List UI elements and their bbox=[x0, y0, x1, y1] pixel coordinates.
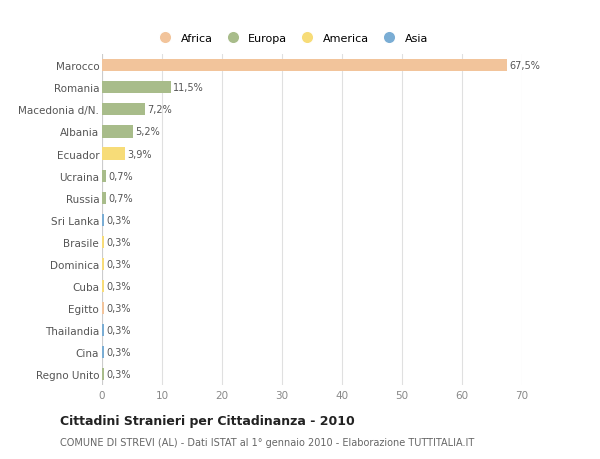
Bar bbox=[102, 170, 106, 182]
Bar bbox=[102, 325, 104, 336]
Text: 67,5%: 67,5% bbox=[509, 61, 540, 71]
Bar bbox=[102, 192, 106, 204]
Text: 0,3%: 0,3% bbox=[106, 281, 131, 291]
Bar bbox=[102, 148, 125, 160]
Bar bbox=[102, 280, 104, 292]
Text: 0,7%: 0,7% bbox=[109, 193, 133, 203]
Text: 5,2%: 5,2% bbox=[136, 127, 160, 137]
Bar bbox=[102, 258, 104, 270]
Text: 0,7%: 0,7% bbox=[109, 171, 133, 181]
Bar bbox=[102, 347, 104, 358]
Bar bbox=[102, 60, 507, 72]
Text: 0,3%: 0,3% bbox=[106, 325, 131, 336]
Text: 0,3%: 0,3% bbox=[106, 369, 131, 380]
Bar bbox=[102, 369, 104, 381]
Bar bbox=[102, 82, 171, 94]
Text: 0,3%: 0,3% bbox=[106, 237, 131, 247]
Text: 0,3%: 0,3% bbox=[106, 347, 131, 358]
Text: 3,9%: 3,9% bbox=[128, 149, 152, 159]
Bar bbox=[102, 104, 145, 116]
Bar bbox=[102, 302, 104, 314]
Text: Cittadini Stranieri per Cittadinanza - 2010: Cittadini Stranieri per Cittadinanza - 2… bbox=[60, 414, 355, 428]
Bar bbox=[102, 214, 104, 226]
Legend: Africa, Europa, America, Asia: Africa, Europa, America, Asia bbox=[151, 31, 431, 48]
Text: 0,3%: 0,3% bbox=[106, 215, 131, 225]
Text: 11,5%: 11,5% bbox=[173, 83, 204, 93]
Text: 7,2%: 7,2% bbox=[148, 105, 172, 115]
Text: COMUNE DI STREVI (AL) - Dati ISTAT al 1° gennaio 2010 - Elaborazione TUTTITALIA.: COMUNE DI STREVI (AL) - Dati ISTAT al 1°… bbox=[60, 437, 474, 447]
Bar bbox=[102, 236, 104, 248]
Text: 0,3%: 0,3% bbox=[106, 259, 131, 269]
Bar bbox=[102, 126, 133, 138]
Text: 0,3%: 0,3% bbox=[106, 303, 131, 313]
